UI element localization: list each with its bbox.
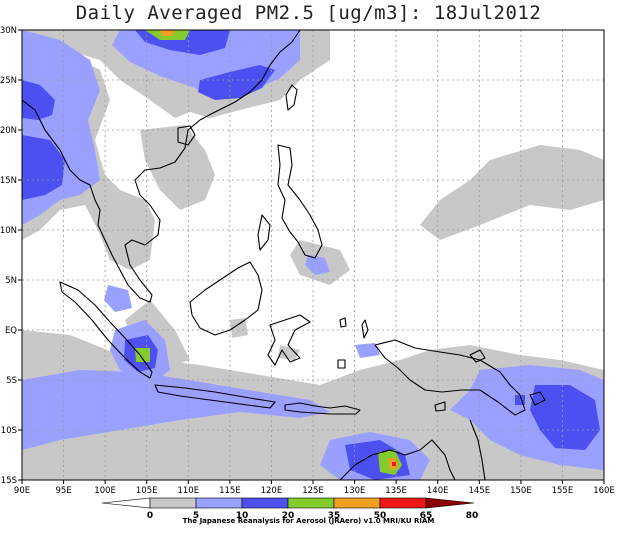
lon-label: 155E xyxy=(552,486,574,496)
lon-label: 120E xyxy=(261,486,283,496)
colorbar-label: 0 xyxy=(147,511,153,521)
colorbar-label: 50 xyxy=(374,511,387,521)
colorbar-segment xyxy=(195,497,243,509)
axis-ticks xyxy=(18,29,605,484)
colorbar-label: 5 xyxy=(193,511,199,521)
lon-label: 100E xyxy=(94,486,116,496)
colorbar-segment xyxy=(333,497,381,509)
lon-label: 150E xyxy=(510,486,532,496)
lat-label: 10N xyxy=(0,226,17,236)
coastlines xyxy=(22,30,546,480)
lon-label: 115E xyxy=(219,486,241,496)
colorbar-segment xyxy=(149,497,197,509)
page-title: Daily Averaged PM2.5 [ug/m3]: 18Jul2012 xyxy=(75,2,542,24)
lat-label: 10S xyxy=(1,426,17,436)
colorbar-label: 80 xyxy=(466,511,479,521)
lat-label: 20N xyxy=(0,126,17,136)
pm25-65-80-region xyxy=(392,462,396,466)
lon-label: 140E xyxy=(427,486,449,496)
concentration-fields xyxy=(22,30,604,480)
colorbar-segment xyxy=(101,497,151,509)
lat-label: 30N xyxy=(0,26,17,36)
lat-label: 15N xyxy=(0,176,17,186)
colorbar-segment xyxy=(379,497,427,509)
lon-label: 145E xyxy=(468,486,490,496)
colorbar-label: 35 xyxy=(328,511,341,521)
lat-label: 5N xyxy=(5,276,17,286)
colorbar-segment xyxy=(287,497,335,509)
lon-label: 95E xyxy=(56,486,72,496)
lon-label: 135E xyxy=(385,486,407,496)
lat-label: 15S xyxy=(1,476,17,486)
lon-label: 125E xyxy=(302,486,324,496)
lon-label: 130E xyxy=(344,486,366,496)
colorbar-segment xyxy=(425,497,475,509)
latitude-labels: 30N 25N 20N 15N 10N 5N EQ 5S 10S 15S xyxy=(0,26,17,486)
map-gridlines xyxy=(22,30,604,480)
lat-label: EQ xyxy=(5,326,17,336)
longitude-labels: 90E 95E 100E 105E 110E 115E 120E 125E 13… xyxy=(14,486,615,496)
colorbar-label: 20 xyxy=(282,511,295,521)
colorbar-label: 10 xyxy=(236,511,249,521)
lon-label: 110E xyxy=(177,486,199,496)
colorbar: 0 5 10 20 35 50 65 80 xyxy=(101,497,479,521)
lon-label: 105E xyxy=(136,486,158,496)
credit-text: The Japanese Reanalysis for Aerosol (JRA… xyxy=(182,517,435,525)
lon-label: 160E xyxy=(593,486,615,496)
colorbar-segment xyxy=(241,497,289,509)
lat-label: 25N xyxy=(0,76,17,86)
colorbar-label: 65 xyxy=(420,511,433,521)
lat-label: 5S xyxy=(6,376,17,386)
lon-label: 90E xyxy=(14,486,30,496)
